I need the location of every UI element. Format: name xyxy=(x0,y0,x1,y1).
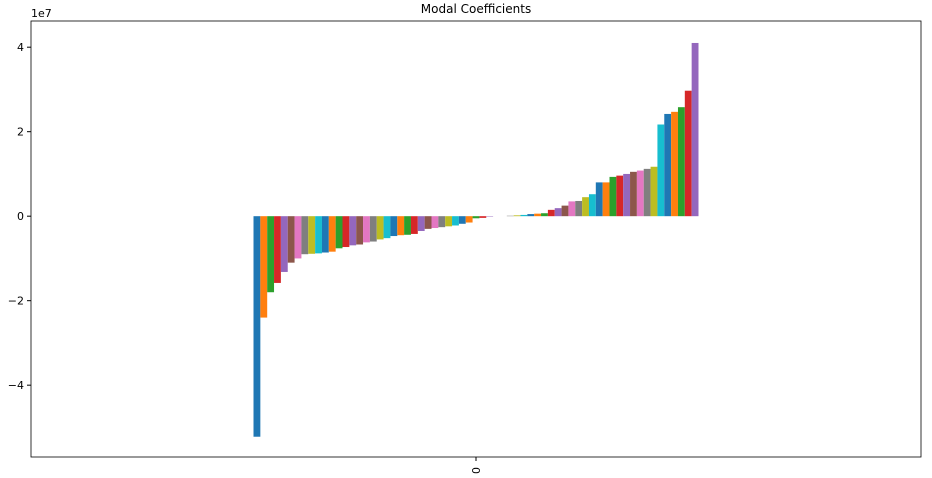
bar xyxy=(363,216,370,243)
x-tick-label: 0 xyxy=(470,467,483,474)
bar xyxy=(287,216,295,263)
bar xyxy=(643,168,651,217)
bar xyxy=(664,113,672,217)
bar xyxy=(267,216,275,293)
bar xyxy=(513,215,521,217)
bar xyxy=(383,216,391,239)
bar xyxy=(294,216,302,259)
bar xyxy=(568,201,576,217)
bar xyxy=(321,216,329,253)
y-tick-label: −2 xyxy=(8,295,24,308)
bar xyxy=(650,166,658,217)
bar xyxy=(452,216,459,226)
bar xyxy=(431,216,439,229)
bar xyxy=(356,216,364,245)
bar xyxy=(520,214,528,217)
bar xyxy=(315,216,322,254)
bar xyxy=(342,216,350,248)
bar xyxy=(684,90,692,217)
bar xyxy=(602,182,610,217)
bar xyxy=(301,216,309,255)
bar xyxy=(609,176,617,217)
bar xyxy=(630,171,637,217)
y-tick-label: 2 xyxy=(17,126,24,139)
bar xyxy=(616,175,624,217)
bar xyxy=(253,216,261,437)
bar xyxy=(390,216,398,237)
bar xyxy=(274,216,281,283)
bar xyxy=(671,111,678,217)
bar xyxy=(636,170,644,217)
bar xyxy=(280,216,288,272)
bar xyxy=(547,209,555,217)
bar xyxy=(260,216,268,318)
bar xyxy=(472,216,480,219)
bar xyxy=(445,216,453,227)
bar xyxy=(677,107,685,217)
plot-frame xyxy=(30,20,922,458)
bar xyxy=(328,216,336,252)
bar xyxy=(417,216,425,231)
bar xyxy=(335,216,343,249)
bar xyxy=(404,216,411,235)
bar xyxy=(349,216,357,246)
bar xyxy=(623,173,631,217)
y-tick-label: 4 xyxy=(17,41,24,54)
bar xyxy=(465,216,473,223)
bar xyxy=(554,208,562,217)
bar xyxy=(588,194,596,217)
bar xyxy=(438,216,446,228)
bar xyxy=(561,205,569,217)
y-tick-label: −4 xyxy=(8,379,24,392)
bar xyxy=(376,216,384,240)
bar xyxy=(595,182,603,217)
bar xyxy=(424,216,432,229)
bar xyxy=(479,216,487,218)
bar xyxy=(575,200,583,217)
bar xyxy=(527,214,535,217)
y-offset-label: 1e7 xyxy=(31,7,52,20)
y-tick-label: 0 xyxy=(17,210,24,223)
bar xyxy=(397,216,405,236)
bar xyxy=(534,213,542,217)
chart-title: Modal Coefficients xyxy=(421,2,531,16)
bar xyxy=(541,213,548,217)
bar xyxy=(308,216,316,254)
bar xyxy=(458,216,466,224)
bar xyxy=(691,42,699,217)
bar xyxy=(369,216,377,242)
bar xyxy=(582,197,589,217)
bar xyxy=(657,124,665,217)
bar xyxy=(410,216,418,234)
